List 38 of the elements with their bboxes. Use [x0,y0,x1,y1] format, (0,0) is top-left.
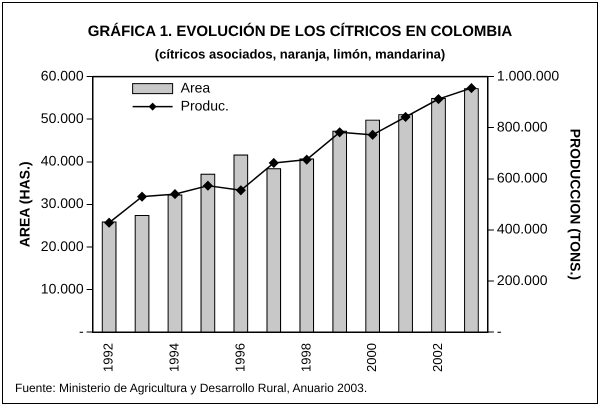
x-tick-label: 1998 [298,343,314,372]
y-tick-label: 30.000 [40,195,84,212]
chart-title: GRÁFICA 1. EVOLUCIÓN DE LOS CÍTRICOS EN COLOMBIA [88,22,512,40]
x-tick-label: 2002 [430,343,446,372]
chart-subtitle: (cítricos asociados, naranja, limón, mandarina) [154,46,446,62]
y-tick-label: 20.000 [40,238,84,254]
y2-tick-label: 1.000.000 [496,67,560,84]
y2-tick-label: 800.000 [496,118,548,135]
point [203,180,213,190]
y2-tick-label: 600.000 [496,170,548,186]
x-tick-label: 2000 [364,343,380,372]
point [170,189,180,199]
point [269,158,279,168]
y2-tick-label: 200.000 [496,272,548,288]
legend-label: Area [180,79,210,96]
y2-tick-label: 400.000 [496,220,548,237]
point [137,192,147,202]
x-tick-label: 1992 [100,343,116,372]
y-axis-title: AREA (HAS.) [16,161,32,248]
y2-tick-label: - [496,322,502,339]
point [302,154,312,164]
y-tick-label: 40.000 [40,152,84,169]
y2-axis-title: PRODUCCION (TONS.) [568,128,584,280]
point [434,94,444,104]
y-tick-label: - [78,322,84,339]
point [466,83,476,93]
x-tick-label: 1994 [166,343,182,372]
y-tick-label: 50.000 [40,110,84,126]
point [334,128,344,138]
x-tick-label: 1996 [232,343,248,372]
point [400,112,410,122]
source-note: Fuente: Ministerio de Agricultura y Desarrollo Rural, Anuario 2003. [15,381,368,395]
point [104,218,114,228]
point [236,186,246,196]
y-tick-label: 60.000 [40,67,84,84]
point [368,130,378,140]
y-tick-label: 10.000 [40,280,84,296]
legend-label: Produc. [180,97,229,114]
